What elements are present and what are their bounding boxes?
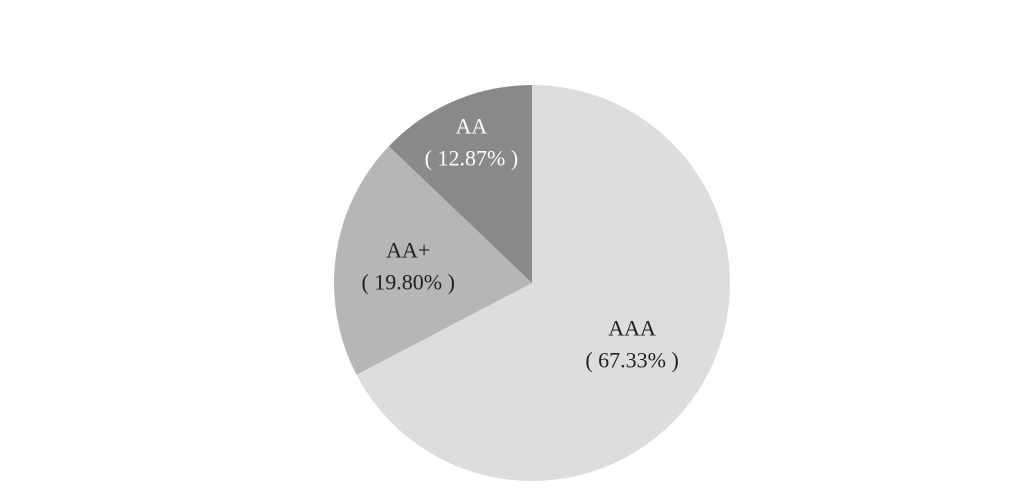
pie-slice-aa (388, 85, 532, 283)
slice-label: AAA (608, 316, 656, 341)
pie-slice-aaa (356, 85, 731, 481)
slice-percent-label: ( 12.87% ) (425, 145, 518, 170)
pie-slice-aa-plus (334, 146, 532, 375)
slice-percent-label: ( 67.33% ) (585, 348, 678, 373)
slice-label: AA (456, 113, 488, 138)
slice-percent-label: ( 19.80% ) (361, 270, 454, 295)
slice-label: AA+ (386, 238, 430, 263)
